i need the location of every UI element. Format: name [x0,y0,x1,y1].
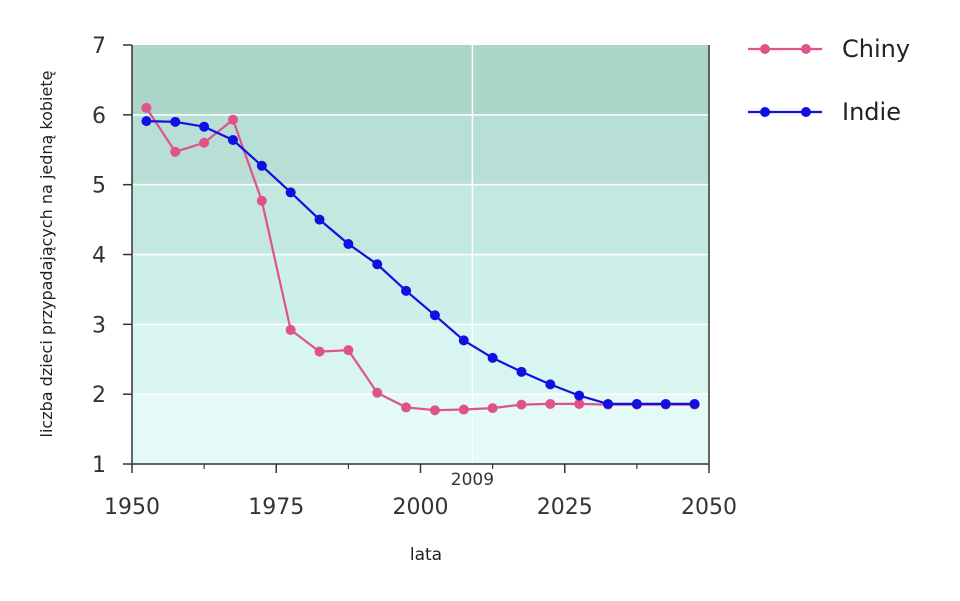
point-chiny [401,402,412,413]
y-tick-label-2: 2 [92,383,106,408]
point-chiny [429,405,440,416]
legend-marker-chiny [801,44,811,54]
point-chiny [285,324,296,335]
x-tick-label-1950: 1950 [104,495,160,520]
band-2-3 [132,324,709,395]
y-tick-label-6: 6 [92,104,106,129]
series-line-indie [146,120,695,405]
point-indie [372,259,383,270]
point-chiny [170,146,181,157]
grid-lines [132,45,709,464]
point-indie [199,121,210,132]
point-chiny [343,345,354,356]
point-indie [660,398,671,409]
point-chiny [199,137,210,148]
x-tick-label-1975: 1975 [248,495,304,520]
point-chiny [487,403,498,414]
point-chiny [372,387,383,398]
annotation-2009-label: 2009 [451,470,494,490]
point-indie [227,134,238,145]
point-indie [574,390,585,401]
point-indie [603,398,614,409]
point-indie [314,214,325,225]
point-chiny [256,195,267,206]
legend-label-chiny: Chiny [842,35,910,63]
point-chiny [314,346,325,357]
legend: Chiny Indie [748,35,910,126]
legend-marker-indie [760,107,770,117]
band-3-4 [132,254,709,325]
y-tick-label-3: 3 [92,313,106,338]
point-chiny [545,398,556,409]
axes: 1 2 3 4 5 6 7 1950 1975 2000 2025 2050 [92,34,737,520]
point-indie [487,352,498,363]
x-tick-label-2000: 2000 [393,495,449,520]
x-tick-label-2050: 2050 [681,495,737,520]
point-chiny [574,398,585,409]
point-indie [516,366,527,377]
point-chiny [516,399,527,410]
legend-label-indie: Indie [842,98,901,126]
y-tick-label-7: 7 [92,34,106,59]
legend-marker-indie [801,107,811,117]
point-indie [170,116,181,127]
band-4-5 [132,184,709,255]
point-indie [429,310,440,321]
point-indie [256,160,267,171]
point-indie [343,239,354,250]
legend-marker-chiny [760,44,770,54]
y-tick-label-4: 4 [92,244,106,269]
band-5-6 [132,114,709,185]
series-layer [141,102,700,416]
point-chiny [227,114,238,125]
y-tick-label-1: 1 [92,453,106,478]
y-axis-title: liczba dzieci przypadających na jedną ko… [37,71,56,438]
x-tick-label-2025: 2025 [537,495,593,520]
point-indie [141,116,152,127]
background-bands [132,45,709,464]
point-indie [631,398,642,409]
point-indie [458,335,469,346]
point-chiny [458,404,469,415]
y-tick-label-5: 5 [92,174,106,199]
point-indie [689,398,700,409]
point-chiny [141,102,152,113]
point-indie [401,285,412,296]
x-axis-title: lata [410,545,442,565]
point-indie [545,379,556,390]
point-indie [285,187,296,198]
band-6-7 [132,45,709,115]
